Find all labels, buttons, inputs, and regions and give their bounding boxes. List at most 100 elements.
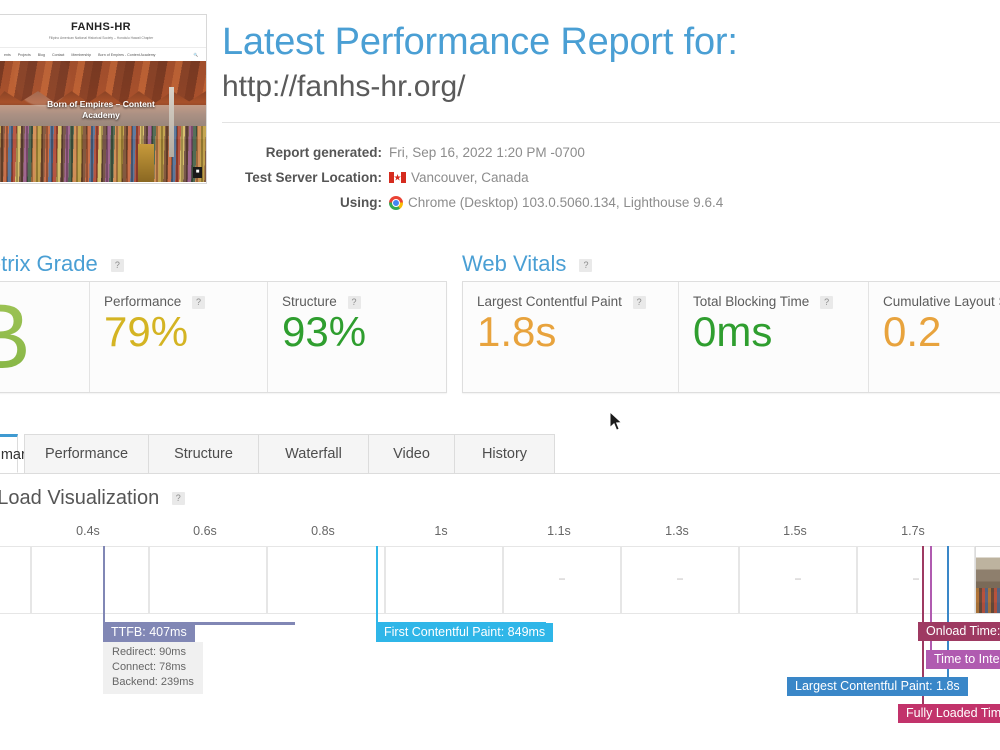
tab-performance[interactable]: Performance — [24, 434, 149, 473]
marker-line-first-contentful-paint — [376, 546, 378, 631]
help-icon[interactable]: ? — [632, 295, 646, 309]
thumbnail-site-header: FANHS-HR Filipino American National Hist… — [0, 15, 206, 61]
marker-label-time-to-interactive[interactable]: Time to Inter — [926, 650, 1000, 669]
axis-tick: 1s — [434, 524, 448, 538]
meta-label: Report generated — [222, 140, 382, 165]
filmstrip-frame[interactable] — [0, 546, 31, 614]
ttfb-backend: Backend: 239ms — [112, 676, 194, 688]
marker-line-ttfb — [103, 546, 105, 631]
tab-waterfall[interactable]: Waterfall — [258, 434, 369, 473]
structure-label-text: Structure — [282, 294, 337, 309]
tab-performance-label: Performance — [45, 446, 129, 462]
cls-label-text: Cumulative Layout Shift — [883, 294, 1000, 309]
marker-label-largest-contentful-paint[interactable]: Largest Contentful Paint: 1.8s — [787, 677, 968, 696]
filmstrip-frame[interactable]: ▬ — [739, 546, 857, 614]
gtmetrix-grade-heading-text: GTmetrix Grade — [0, 251, 98, 276]
axis-tick: 0.6s — [193, 524, 217, 538]
site-screenshot-thumbnail[interactable]: FANHS-HR Filipino American National Hist… — [0, 14, 207, 184]
marker-line-time-to-interactive — [930, 546, 932, 660]
performance-score-cell: Performance ? 79% — [89, 282, 267, 392]
marker-label-first-contentful-paint[interactable]: First Contentful Paint: 849ms — [376, 623, 554, 642]
thumbnail-nav-item: Membership — [71, 52, 92, 57]
overall-grade-value: B — [0, 273, 31, 401]
help-icon[interactable]: ? — [192, 295, 206, 309]
filmstrip-frame[interactable] — [385, 546, 503, 614]
tab-video[interactable]: Video — [368, 434, 455, 473]
hero-badge-icon: ■ — [193, 167, 202, 178]
thumbnail-tagline: Filipino American National Historical So… — [48, 36, 154, 40]
structure-score-value: 93% — [282, 308, 367, 355]
thumbnail-nav-item: ents — [4, 52, 11, 57]
tab-summary[interactable]: Summary — [0, 434, 33, 473]
ttfb-connect: Connect: 78ms — [112, 661, 186, 673]
thumbnail-nav-item: Born of Empires - Content Academy — [98, 52, 156, 57]
meta-label: Using — [222, 190, 382, 215]
thumbnail-nav: ents Projects Blog Contact Membership Bo… — [0, 47, 206, 61]
filmstrip-frame[interactable] — [267, 546, 385, 614]
largest-contentful-paint-cell: Largest Contentful Paint ? 1.8s — [463, 282, 678, 392]
cls-label: Cumulative Layout Shift ? — [883, 294, 1000, 309]
meta-row-report-generated: Report generated Fri, Sep 16, 2022 1:20 … — [222, 140, 922, 165]
performance-label-text: Performance — [104, 294, 182, 309]
tab-video-label: Video — [393, 446, 430, 462]
help-icon[interactable]: ? — [110, 258, 124, 272]
axis-tick: 1.3s — [665, 524, 689, 538]
web-vitals-panel: Largest Contentful Paint ? 1.8s Total Bl… — [462, 281, 1000, 393]
help-icon[interactable]: ? — [171, 492, 185, 506]
page-title: Latest Performance Report for: — [222, 21, 738, 63]
filmstrip-frame[interactable] — [31, 546, 149, 614]
tab-structure-label: Structure — [174, 446, 233, 462]
marker-label-fully-loaded-time[interactable]: Fully Loaded Time — [898, 704, 1000, 723]
help-icon[interactable]: ? — [347, 295, 361, 309]
axis-tick: 0.4s — [76, 524, 100, 538]
filmstrip-frame-rendered[interactable] — [975, 546, 1000, 614]
cumulative-layout-shift-cell: Cumulative Layout Shift ? 0.2 — [868, 282, 1000, 392]
marker-label-ttfb[interactable]: TTFB: 407ms — [103, 623, 195, 642]
tbt-value: 0ms — [693, 308, 773, 355]
report-tabs: Summary Performance Structure Waterfall … — [0, 434, 1000, 474]
page-load-visualization-heading-text: Page Load Visualization — [0, 487, 160, 509]
hero-caption-line-1: Born of Empires – Content — [47, 99, 155, 109]
thumbnail-hero-image: Born of Empires – Content Academy ■ — [0, 61, 206, 182]
report-metadata: Report generated Fri, Sep 16, 2022 1:20 … — [222, 140, 922, 215]
tbt-label-text: Total Blocking Time — [693, 294, 810, 309]
hero-subtext — [2, 127, 200, 131]
gtmetrix-grade-panel: B Performance ? 79% Structure ? 93% — [0, 281, 447, 393]
filmstrip-frame[interactable]: ▬ — [857, 546, 975, 614]
lcp-label: Largest Contentful Paint ? — [477, 294, 664, 309]
help-icon[interactable]: ? — [579, 258, 593, 272]
header-divider — [222, 122, 1000, 123]
total-blocking-time-cell: Total Blocking Time ? 0ms — [678, 282, 868, 392]
tab-history-label: History — [481, 446, 528, 462]
web-vitals-heading: Web Vitals ? — [462, 251, 593, 277]
axis-tick: 0.8s — [311, 524, 335, 538]
structure-score-label: Structure ? — [282, 294, 434, 309]
structure-score-cell: Structure ? 93% — [267, 282, 448, 392]
meta-row-test-server-location: Test Server Location ★ Vancouver, Canada — [222, 165, 922, 190]
filmstrip-frame[interactable]: ▬ — [503, 546, 621, 614]
axis-tick: 1.5s — [783, 524, 807, 538]
meta-value: Fri, Sep 16, 2022 1:20 PM -0700 — [382, 140, 585, 165]
thumbnail-nav-item: Contact — [51, 52, 65, 57]
thumbnail-nav-item: Blog — [37, 52, 45, 57]
filmstrip-frame[interactable]: ▬ — [621, 546, 739, 614]
mouse-cursor-icon — [610, 412, 623, 431]
gtmetrix-grade-heading: GTmetrix Grade ? — [0, 251, 124, 277]
chrome-icon — [389, 195, 403, 210]
canada-flag-icon: ★ — [389, 172, 406, 183]
performance-score-value: 79% — [104, 308, 189, 355]
tab-history[interactable]: History — [454, 434, 555, 473]
tab-structure[interactable]: Structure — [148, 434, 259, 473]
help-icon[interactable]: ? — [820, 295, 834, 309]
performance-score-label: Performance ? — [104, 294, 253, 309]
axis-tick: 1.7s — [901, 524, 925, 538]
meta-row-using: Using Chrome (Desktop) 103.0.5060.134, L… — [222, 190, 922, 215]
timeline-axis: 0.4s 0.6s 0.8s 1s 1.1s 1.3s 1.5s 1.7s — [0, 524, 1000, 542]
report-url[interactable]: http://fanhs-hr.org/ — [222, 70, 466, 103]
filmstrip-frame[interactable] — [149, 546, 267, 614]
meta-value: Chrome (Desktop) 103.0.5060.134, Lightho… — [382, 190, 723, 215]
lcp-label-text: Largest Contentful Paint — [477, 294, 622, 309]
marker-label-onload-time[interactable]: Onload Time: — [918, 622, 1000, 641]
ttfb-breakdown: Redirect: 90ms Connect: 78ms Backend: 23… — [103, 642, 203, 694]
